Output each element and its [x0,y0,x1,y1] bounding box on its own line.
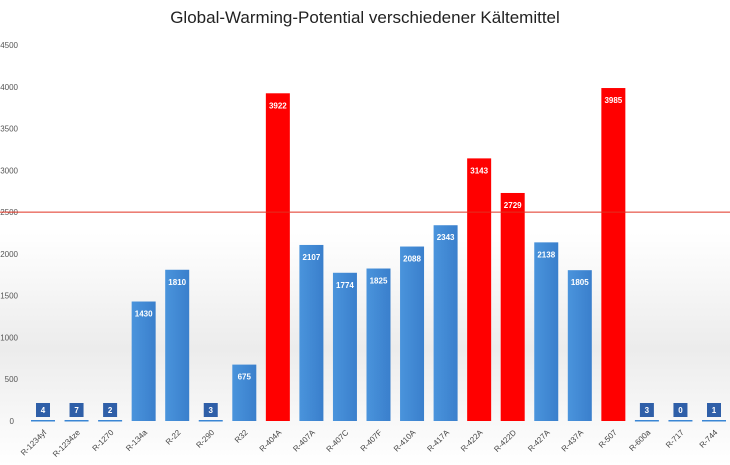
y-tick-label: 1000 [0,333,18,342]
data-label: 2 [108,406,113,415]
data-label-box [103,403,118,417]
bar [265,93,290,422]
data-label-box [203,403,218,417]
data-label-box [673,403,688,417]
data-label: 1825 [370,277,388,286]
data-label-box [707,403,721,417]
data-label-box [639,403,654,417]
y-tick-label: 0 [10,417,15,426]
data-label: 0 [678,406,683,415]
bar [98,420,123,422]
bar [601,88,626,421]
bar [534,242,559,421]
bar [467,158,492,421]
bar [165,269,190,421]
data-label: 675 [238,373,252,382]
bar [198,420,223,422]
bar [500,192,525,421]
bar [668,420,693,422]
y-tick-label: 1500 [0,292,18,301]
data-label: 1774 [336,281,354,290]
data-label-box [36,403,50,417]
data-label: 2343 [437,233,455,242]
data-label: 1805 [571,278,589,287]
data-label: 3985 [604,96,622,105]
data-label: 3 [209,406,214,415]
bar [64,420,89,422]
data-label: 7 [74,406,79,415]
data-label: 2107 [303,253,321,262]
bar [702,420,726,422]
bar [299,244,324,421]
data-label: 1 [712,406,717,415]
data-label: 2088 [403,255,421,264]
bar [232,364,257,421]
bar [31,420,55,422]
data-label: 2138 [537,250,555,259]
y-tick-label: 3500 [0,125,18,134]
y-tick-label: 4500 [0,41,18,50]
bar [366,268,391,421]
data-label: 3922 [269,101,287,110]
data-label: 3143 [470,166,488,175]
data-label-box [69,403,84,417]
y-tick-label: 4000 [0,83,18,92]
data-label: 4 [41,406,46,415]
chart-title: Global-Warming-Potential verschiedener K… [170,8,560,27]
bar [433,225,458,421]
data-label: 2729 [504,201,522,210]
data-label: 3 [645,406,650,415]
bar [634,420,659,422]
bars: 4 7 2 1430 1810 3 675 3922 2107 1774 1825 2088 2343 3… [0,88,730,422]
data-label: 1430 [135,310,153,319]
bar [400,246,425,421]
bar [567,270,592,421]
y-tick-label: 500 [5,375,19,384]
y-tick-label: 3000 [0,166,18,175]
bar [332,272,357,421]
bar [131,301,156,421]
data-label: 1810 [168,278,186,287]
y-tick-label: 2000 [0,250,18,259]
